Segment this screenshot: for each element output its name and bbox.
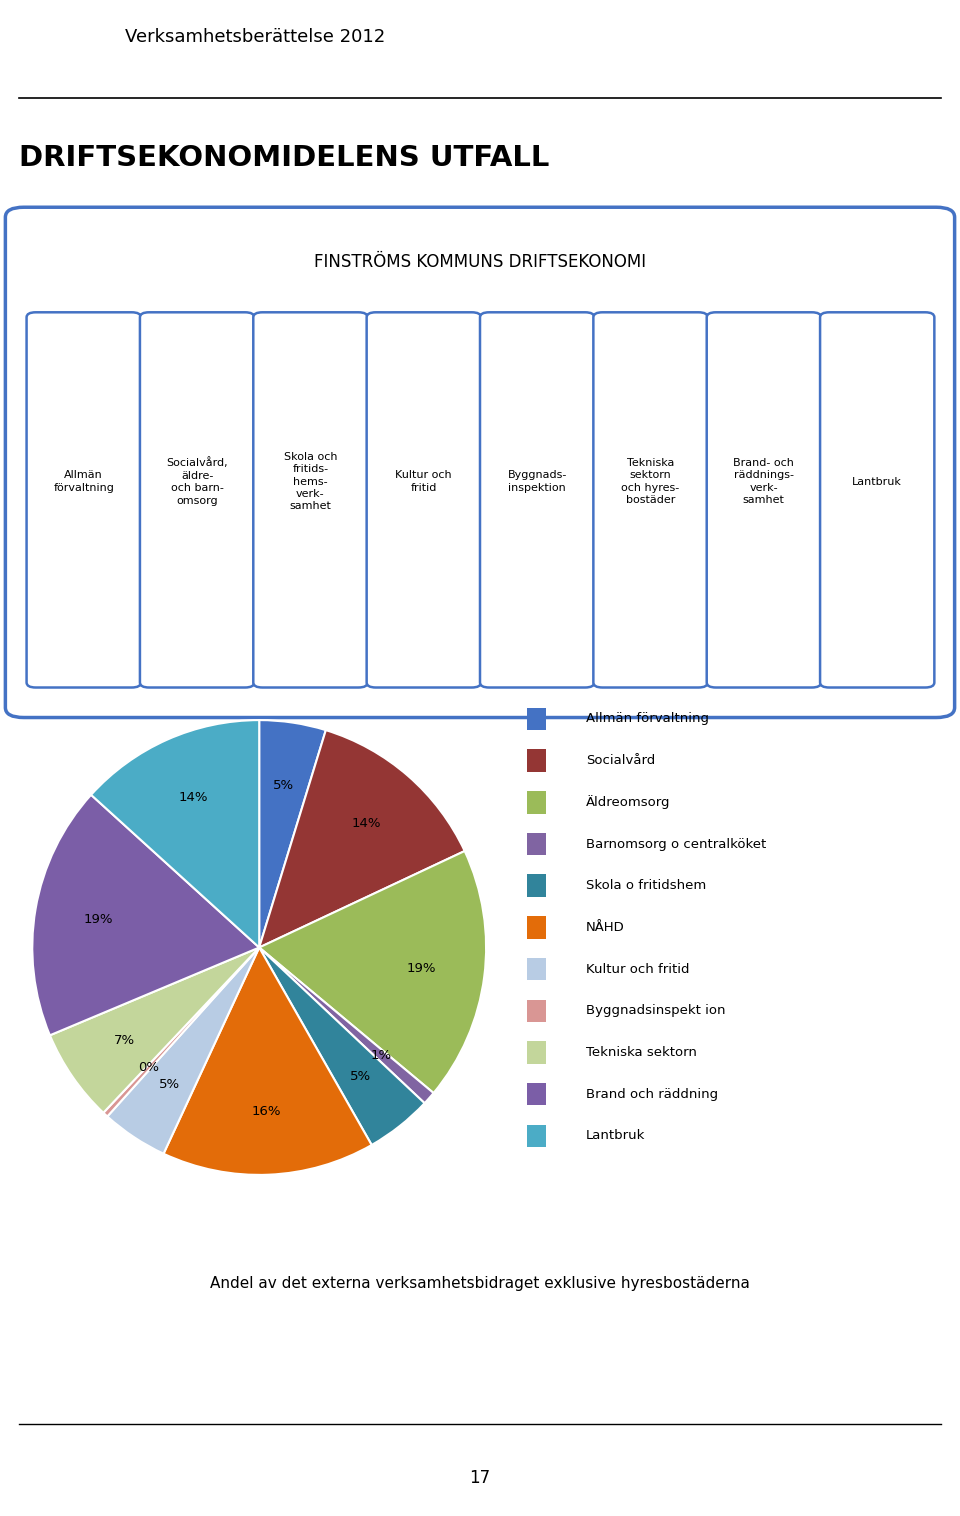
- Text: Byggnadsinspekt ion: Byggnadsinspekt ion: [586, 1004, 726, 1017]
- Text: 5%: 5%: [273, 779, 294, 791]
- Text: 14%: 14%: [351, 817, 381, 831]
- Wedge shape: [108, 948, 259, 1154]
- FancyBboxPatch shape: [593, 312, 708, 688]
- Text: Tekniska sektorn: Tekniska sektorn: [586, 1046, 697, 1060]
- FancyBboxPatch shape: [527, 916, 546, 938]
- Text: 19%: 19%: [406, 963, 436, 975]
- FancyBboxPatch shape: [367, 312, 481, 688]
- Text: Byggnads-
inspektion: Byggnads- inspektion: [508, 470, 566, 493]
- Text: Socialvård,
äldre-
och barn-
omsorg: Socialvård, äldre- och barn- omsorg: [166, 458, 228, 506]
- Wedge shape: [259, 948, 434, 1104]
- FancyBboxPatch shape: [527, 999, 546, 1022]
- FancyBboxPatch shape: [527, 708, 546, 731]
- FancyBboxPatch shape: [527, 791, 546, 814]
- FancyBboxPatch shape: [527, 1041, 546, 1064]
- Text: 5%: 5%: [349, 1070, 371, 1082]
- FancyBboxPatch shape: [6, 208, 954, 717]
- Text: FINSTRÖMS
KOMMUN: FINSTRÖMS KOMMUN: [36, 68, 79, 79]
- Wedge shape: [259, 731, 465, 948]
- Text: 14%: 14%: [179, 791, 207, 805]
- Text: 17: 17: [469, 1469, 491, 1487]
- Text: Skola och
fritids-
hems-
verk-
samhet: Skola och fritids- hems- verk- samhet: [283, 452, 337, 511]
- FancyBboxPatch shape: [527, 1082, 546, 1105]
- Wedge shape: [104, 948, 259, 1116]
- Text: NÅHD: NÅHD: [586, 920, 625, 934]
- Text: Allmän
förvaltning: Allmän förvaltning: [53, 470, 114, 493]
- Text: Lantbruk: Lantbruk: [852, 476, 902, 487]
- FancyBboxPatch shape: [527, 875, 546, 897]
- Text: Skola o fritidshem: Skola o fritidshem: [586, 879, 707, 893]
- FancyBboxPatch shape: [480, 312, 594, 688]
- Wedge shape: [91, 720, 259, 948]
- FancyBboxPatch shape: [527, 749, 546, 772]
- Text: Brand och räddning: Brand och räddning: [586, 1087, 718, 1101]
- Wedge shape: [259, 948, 424, 1145]
- Text: Andel av det externa verksamhetsbidraget exklusive hyresbostäderna: Andel av det externa verksamhetsbidraget…: [210, 1276, 750, 1290]
- FancyBboxPatch shape: [527, 958, 546, 981]
- FancyBboxPatch shape: [707, 312, 821, 688]
- Text: 1%: 1%: [371, 1049, 392, 1063]
- Text: Lantbruk: Lantbruk: [586, 1129, 645, 1143]
- FancyBboxPatch shape: [27, 312, 141, 688]
- FancyBboxPatch shape: [820, 312, 934, 688]
- FancyBboxPatch shape: [253, 312, 368, 688]
- Wedge shape: [163, 948, 372, 1175]
- Text: 5%: 5%: [158, 1078, 180, 1090]
- Text: Barnomsorg o centralköket: Barnomsorg o centralköket: [586, 837, 766, 850]
- Text: FINSTRÖMS KOMMUNS DRIFTSEKONOMI: FINSTRÖMS KOMMUNS DRIFTSEKONOMI: [314, 253, 646, 271]
- Text: Allmän förvaltning: Allmän förvaltning: [586, 713, 709, 726]
- Text: DRIFTSEKONOMIDELENS UTFALL: DRIFTSEKONOMIDELENS UTFALL: [19, 144, 549, 171]
- Text: 0%: 0%: [138, 1061, 159, 1075]
- Text: Socialvård: Socialvård: [586, 753, 656, 767]
- Text: 16%: 16%: [252, 1105, 280, 1117]
- Wedge shape: [50, 948, 259, 1113]
- FancyBboxPatch shape: [527, 1125, 546, 1148]
- Text: 19%: 19%: [84, 913, 113, 926]
- FancyBboxPatch shape: [140, 312, 254, 688]
- Text: ╬: ╬: [52, 27, 63, 50]
- Wedge shape: [259, 850, 486, 1093]
- Wedge shape: [259, 720, 325, 948]
- Text: Kultur och
fritid: Kultur och fritid: [396, 470, 452, 493]
- Text: 7%: 7%: [114, 1034, 135, 1048]
- Text: Brand- och
räddnings-
verk-
samhet: Brand- och räddnings- verk- samhet: [733, 458, 794, 505]
- Wedge shape: [33, 794, 259, 1035]
- Text: Äldreomsorg: Äldreomsorg: [586, 796, 670, 810]
- Text: Tekniska
sektorn
och hyres-
bostäder: Tekniska sektorn och hyres- bostäder: [621, 458, 680, 505]
- Text: Verksamhetsberättelse 2012: Verksamhetsberättelse 2012: [125, 29, 385, 45]
- FancyBboxPatch shape: [527, 832, 546, 855]
- Text: Kultur och fritid: Kultur och fritid: [586, 963, 689, 976]
